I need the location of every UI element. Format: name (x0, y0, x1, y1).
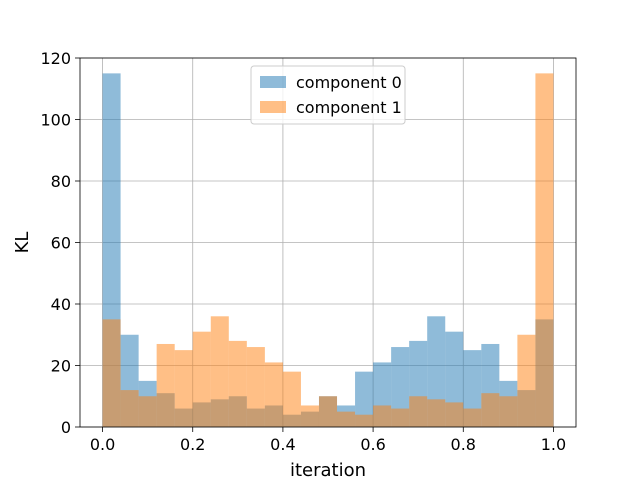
legend-label-0: component 0 (296, 73, 402, 92)
x-axis-label: iteration (290, 460, 366, 480)
y-tick-label: 120 (40, 49, 71, 68)
y-axis-label: KL (12, 232, 33, 254)
bar-series-0-bin-16 (391, 347, 410, 427)
bar-series-1-bin-7 (228, 340, 247, 427)
bar-series-1-bin-21 (481, 393, 500, 427)
bar-series-1-bin-11 (300, 405, 319, 427)
legend-label-1: component 1 (296, 98, 402, 117)
bar-series-1-bin-16 (391, 408, 410, 427)
bar-series-0-bin-14 (355, 371, 374, 427)
legend-box (250, 65, 406, 125)
x-tick-label: 0.8 (451, 435, 476, 454)
y-tick-label: 80 (51, 172, 71, 191)
y-tick-label: 40 (51, 295, 71, 314)
bar-series-0-bin-20 (463, 350, 482, 427)
legend-swatch-1 (260, 101, 286, 113)
bar-series-1-bin-24 (535, 73, 554, 427)
bar-series-1-bin-6 (210, 316, 229, 427)
bar-series-1-bin-17 (409, 396, 428, 427)
bar-series-1-bin-9 (264, 362, 283, 427)
y-tick-label: 20 (51, 357, 71, 376)
y-tick-label: 0 (61, 418, 71, 437)
legend-swatch-0 (260, 76, 286, 88)
bar-series-1-bin-5 (192, 331, 211, 427)
bar-series-1-bin-10 (282, 371, 301, 427)
bar-series-1-bin-14 (355, 414, 374, 427)
x-tick-label: 0.0 (90, 435, 115, 454)
bar-series-1-bin-4 (174, 350, 193, 427)
bar-series-1-bin-20 (463, 408, 482, 427)
x-tick-label: 0.6 (360, 435, 385, 454)
bar-series-1-bin-1 (120, 390, 139, 427)
bars (102, 73, 554, 427)
legend: component 0 component 1 (250, 65, 406, 125)
x-tick-label: 1.0 (541, 435, 566, 454)
y-tick-label: 60 (51, 234, 71, 253)
bar-series-1-bin-18 (427, 399, 446, 427)
bar-series-1-bin-13 (337, 411, 356, 427)
bar-series-1-bin-23 (517, 334, 536, 427)
bar-series-1-bin-12 (318, 396, 338, 427)
y-tick-label: 100 (40, 111, 71, 130)
bar-series-1-bin-19 (445, 402, 464, 427)
bar-series-1-bin-3 (156, 343, 175, 427)
x-tick-label: 0.4 (270, 435, 295, 454)
x-tick-label: 0.2 (180, 435, 205, 454)
x-axis-ticks: 0.0 0.2 0.4 0.6 0.8 1.0 (90, 427, 566, 454)
bar-series-1-bin-8 (246, 347, 265, 427)
bar-series-1-bin-0 (102, 319, 121, 427)
bar-series-1-bin-15 (373, 405, 392, 427)
bar-series-1-bin-22 (499, 396, 518, 427)
bar-series-1-bin-2 (138, 396, 157, 427)
y-axis-ticks: 0 20 40 60 80 100 120 (40, 49, 80, 437)
